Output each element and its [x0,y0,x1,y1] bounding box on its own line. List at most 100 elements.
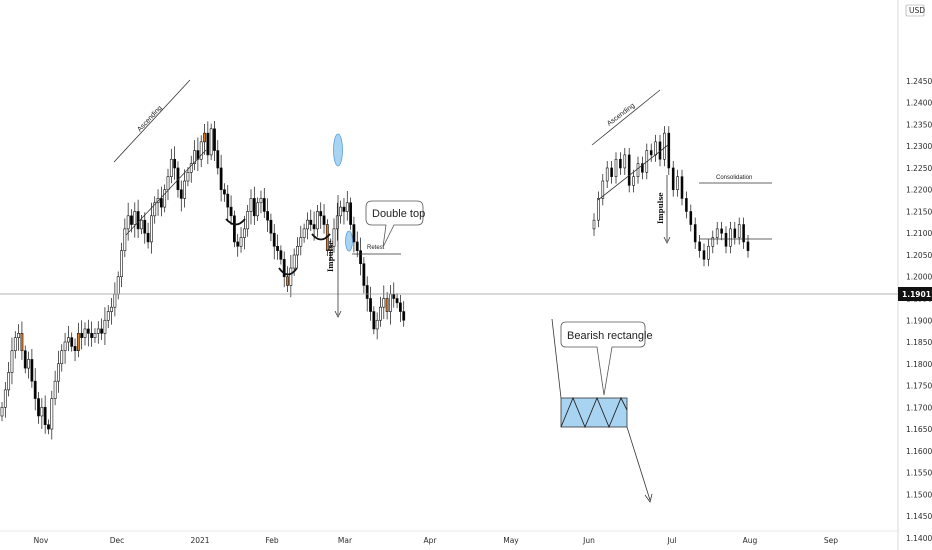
candle-body [100,328,104,334]
currency-label: USD [909,6,925,15]
time-tick-label: Jun [582,536,595,545]
candle-body [289,267,293,286]
candle-body [382,298,386,308]
candle-body [7,372,11,391]
pattern-candle-body [742,224,745,243]
candle-body [146,232,150,243]
candle-body [199,141,203,160]
pattern-candle-body [667,132,671,169]
candle-body [103,319,107,334]
pattern-candle-body [689,211,693,225]
candle-body [63,341,67,352]
price-axis[interactable]: 1.14000 1.14500 1.15000 1.15500 1.16000 1.165… [906,77,932,543]
candle-body [299,237,303,247]
candle-body [389,293,392,312]
candle-body [342,206,346,212]
candle-body [20,333,24,352]
pattern-candle-body [693,224,697,243]
pattern-candle-body [707,245,710,260]
pattern-candle-body [623,154,627,169]
candle-body [292,254,296,269]
candle-body [312,224,316,230]
candle-body [296,245,299,256]
pattern-candle-body [671,167,675,191]
candle-body [166,176,170,191]
pattern-candle-body [592,219,596,230]
pattern-candle-body [720,228,723,234]
candle-body [369,298,372,312]
candle-body [183,180,187,199]
pattern-candle-body [605,167,609,182]
bottom-curve-3 [311,233,331,241]
time-axis[interactable]: Nov Dec 2021 Feb Mar Apr May Jun Jul Aug Sep [34,536,839,545]
candle-body [169,158,173,177]
candle-body [279,250,283,260]
price-tick-label: 1.20500 [906,251,932,260]
bottom-curve-2 [278,267,298,276]
bearish-target-arrow [626,426,651,501]
candle-body [276,245,279,251]
candle-body [116,276,120,295]
candle-body [73,346,77,352]
candle-body [143,219,147,234]
pattern-candle-body [733,228,737,238]
pattern-candle-body [597,198,600,221]
pattern-candle-body [610,167,613,177]
candle-body [259,198,263,204]
bearish-rectangle-label: Bearish rectangle [567,330,653,342]
candle-body [90,333,94,338]
pattern-candle-body [737,224,741,238]
price-tick-label: 1.23000 [906,142,932,151]
time-tick-label: Feb [265,536,279,545]
candle-body [27,359,30,369]
candle-body [315,211,319,230]
double-top-label: Double top [372,208,425,220]
price-tick-label: 1.23500 [906,120,932,129]
candle-body [362,263,366,286]
pattern-candle-body [724,232,728,247]
candle-body [339,206,343,217]
time-tick-label: Jul [666,536,676,545]
candle-body [319,211,323,217]
time-tick-label: 2021 [190,536,209,545]
bearish-entry-line [551,318,562,399]
time-tick-label: Nov [34,536,49,545]
pattern-candle-body [698,241,701,251]
candle-body [113,293,117,308]
price-tick-label: 1.17000 [906,403,932,412]
price-tick-label: 1.14000 [906,534,932,543]
time-tick-label: Dec [110,536,125,545]
candle-body [126,215,130,230]
pattern-candle-body [627,154,631,186]
pattern-candle-body [663,132,666,160]
candle-body [239,237,243,247]
price-tick-label: 1.21500 [906,207,932,216]
candle-body [43,406,47,425]
candle-body [3,389,7,408]
candle-body [272,232,276,247]
time-tick-label: May [503,536,519,545]
candle-body [136,211,140,230]
candle-body [67,337,70,343]
candle-body [269,219,273,234]
candle-body [345,202,349,212]
candle-body [17,333,21,338]
pattern-candle-body [729,228,732,247]
ascending-channel-2-upper [591,89,661,146]
candle-body [233,215,236,243]
candle-body [359,250,362,264]
candle-body [57,363,60,382]
pattern-candle-body [685,198,688,212]
price-tick-label: 1.16500 [906,425,932,434]
pattern-candle-body [601,180,605,199]
bearish-rectangle-callout [560,321,646,396]
price-tick-label: 1.19000 [906,316,932,325]
currency-badge[interactable] [905,4,925,17]
pattern-candle-body [619,158,622,169]
candle-body [249,198,253,212]
candle-body [173,158,177,169]
candle-body [352,224,356,243]
candle-body [150,215,153,243]
impulse-arrow-1-head [334,310,342,318]
